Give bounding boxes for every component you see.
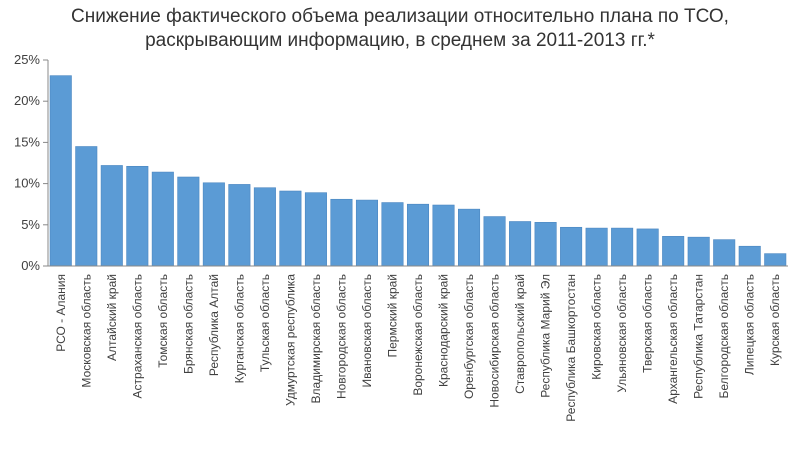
x-tick-label: Архангельская область	[666, 274, 680, 404]
bar	[611, 227, 634, 267]
y-tick-label: 0%	[21, 258, 40, 273]
bar	[585, 227, 608, 267]
bar	[75, 146, 98, 267]
bar	[713, 239, 736, 267]
x-tick-label: Республика Алтай	[207, 274, 221, 376]
bar	[202, 182, 225, 267]
x-tick-label: Новгородская область	[334, 274, 348, 399]
y-tick-label: 10%	[14, 176, 40, 191]
bar	[483, 216, 506, 267]
x-tick-label: Республика Башкортостан	[564, 274, 578, 422]
y-tick-label: 20%	[14, 93, 40, 108]
x-tick-label: Тульская область	[258, 274, 272, 372]
x-tick-label: Ульяновская область	[615, 274, 629, 393]
bar	[406, 203, 430, 267]
chart-title-line1: Снижение фактического объема реализации …	[71, 6, 729, 27]
bar	[381, 202, 404, 267]
bar	[432, 204, 455, 267]
bar	[228, 184, 251, 267]
bar	[100, 165, 123, 267]
y-tick-label: 25%	[14, 52, 40, 67]
bar	[687, 236, 710, 267]
x-tick-label: Алтайский край	[105, 274, 119, 361]
bar	[764, 253, 787, 267]
x-tick-label: Воронежская область	[411, 274, 425, 396]
x-tick-label: Новосибирская область	[488, 274, 502, 408]
x-tick-label: Белгородская область	[717, 274, 731, 398]
x-tick-label: Курская область	[768, 274, 782, 366]
x-tick-label: Кировская область	[590, 274, 604, 380]
bar	[279, 190, 302, 267]
x-tick-label: Ставропольский край	[513, 274, 527, 394]
x-tick-label: Тверская область	[641, 274, 655, 373]
x-tick-label: Пермский край	[385, 274, 399, 358]
x-tick-label: Брянская область	[181, 274, 195, 374]
bar	[509, 221, 532, 267]
x-tick-label: Республика Марий Эл	[539, 274, 553, 398]
x-tick-label: Ивановская область	[360, 274, 374, 388]
x-tick-label: Московская область	[79, 274, 93, 388]
bar	[177, 176, 200, 267]
x-tick-label: Липецкая область	[743, 274, 757, 375]
bar	[458, 208, 481, 267]
x-tick-label: Курганская область	[232, 274, 246, 383]
bar	[304, 192, 327, 267]
bar	[253, 187, 276, 267]
x-tick-label: Оренбургская область	[462, 274, 476, 399]
bar	[534, 222, 557, 267]
x-tick-label: РСО - Алания	[54, 274, 68, 352]
bar	[151, 171, 174, 267]
x-tick-label: Республика Татарстан	[692, 274, 706, 399]
x-tick-label: Краснодарский край	[437, 274, 451, 387]
x-tick-label: Астраханская область	[130, 274, 144, 398]
bar	[662, 236, 685, 267]
bar	[636, 228, 659, 267]
bar	[49, 75, 72, 267]
bar	[330, 198, 353, 267]
bar	[738, 245, 761, 267]
x-tick-label: Владимирская область	[309, 274, 323, 403]
bar	[126, 165, 149, 267]
chart-title-line2: раскрывающим информацию, в среднем за 20…	[145, 30, 655, 51]
y-tick-label: 5%	[21, 217, 40, 232]
bar	[355, 199, 378, 267]
y-tick-label: 15%	[14, 134, 40, 149]
x-tick-label: Удмуртская республика	[283, 274, 297, 406]
bar	[560, 226, 583, 267]
x-tick-label: Томская область	[156, 274, 170, 368]
